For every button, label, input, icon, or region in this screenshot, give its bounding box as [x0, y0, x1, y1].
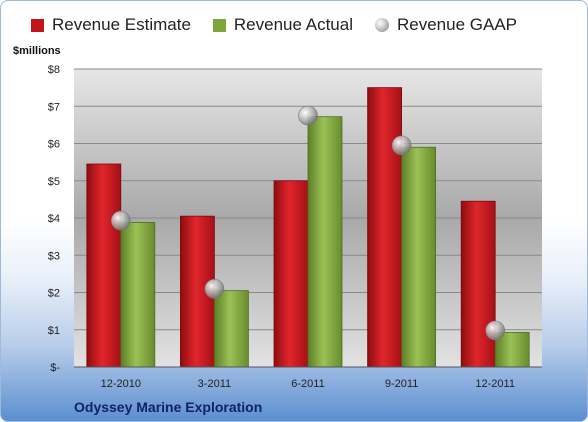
y-axis-ticks: $- $1 $2 $3 $4 $5 $6 $7 $8	[48, 64, 61, 374]
marker-revenue-gaap	[485, 320, 506, 341]
bar-revenue-estimate	[86, 163, 122, 368]
bar-revenue-estimate	[460, 200, 496, 368]
legend-label-gaap: Revenue GAAP	[397, 15, 518, 34]
y-tick-label: $5	[48, 176, 60, 188]
marker-revenue-gaap	[298, 105, 318, 126]
marker-revenue-gaap	[391, 135, 412, 156]
x-tick-label: 12-2011	[475, 378, 515, 390]
x-tick-label: 9-2011	[385, 378, 418, 390]
bars	[86, 87, 530, 368]
y-axis-units-label: $millions	[13, 45, 61, 57]
y-tick-label: $7	[48, 101, 60, 113]
y-tick-label: $4	[48, 213, 60, 225]
x-axis-ticks: 12-2010 3-2011 6-2011 9-2011 12-2011	[101, 378, 515, 390]
bar-revenue-estimate	[367, 87, 403, 368]
y-tick-label: $8	[48, 64, 60, 76]
legend-label-actual: Revenue Actual	[233, 15, 353, 34]
y-tick-label: $2	[48, 288, 60, 300]
legend: Revenue Estimate Revenue Actual Revenue …	[31, 15, 517, 35]
legend-label-estimate: Revenue Estimate	[52, 15, 191, 34]
legend-swatch-estimate	[31, 18, 44, 32]
bar-revenue-estimate	[273, 180, 309, 368]
legend-swatch-actual	[212, 18, 226, 32]
bar-revenue-actual	[213, 290, 249, 368]
company-name: Odyssey Marine Exploration	[74, 399, 263, 415]
y-tick-label: $1	[48, 325, 60, 337]
marker-revenue-gaap	[111, 210, 131, 231]
y-tick-label: $-	[50, 362, 60, 374]
bar-revenue-actual	[307, 116, 343, 368]
gaap-markers	[111, 105, 506, 341]
legend-marker-gaap	[375, 18, 389, 32]
x-tick-label: 12-2010	[101, 378, 141, 390]
y-tick-label: $3	[48, 250, 60, 262]
legend-item-estimate: Revenue Estimate	[31, 15, 191, 35]
x-tick-label: 3-2011	[198, 378, 231, 390]
bar-revenue-actual	[401, 146, 437, 368]
marker-revenue-gaap	[204, 278, 225, 299]
y-tick-label: $6	[48, 139, 60, 151]
legend-item-actual: Revenue Actual	[212, 15, 353, 35]
legend-item-gaap: Revenue GAAP	[375, 15, 517, 35]
bar-revenue-actual	[120, 222, 156, 368]
x-tick-label: 6-2011	[291, 378, 324, 390]
